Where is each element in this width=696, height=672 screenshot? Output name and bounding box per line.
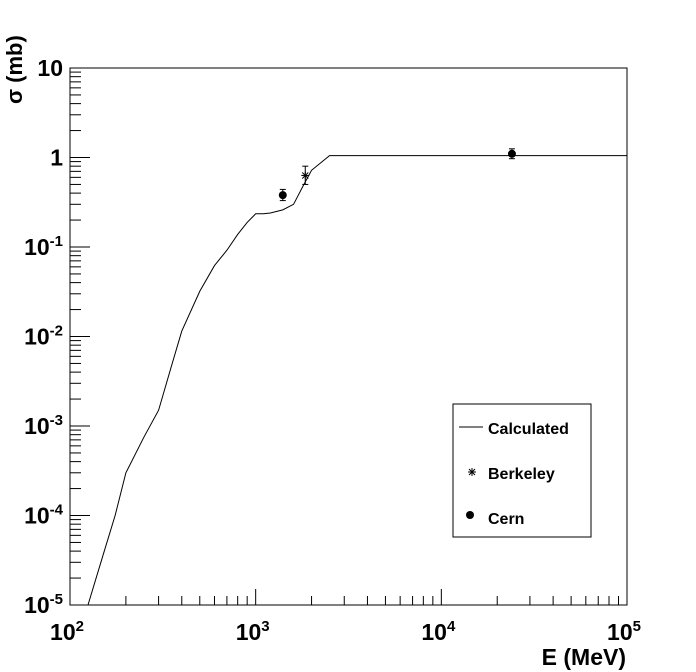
points-layer bbox=[278, 148, 516, 202]
calculated-series-line bbox=[87, 155, 627, 606]
y-minor-ticks bbox=[70, 67, 90, 606]
y-tick-labels: 10-5 10-4 10-3 10-2 10-1 1 10 bbox=[24, 55, 64, 618]
y-tick-label: 10-5 bbox=[24, 591, 63, 618]
y-tick-label: 10-2 bbox=[24, 323, 63, 350]
y-tick-label: 10-3 bbox=[24, 412, 63, 439]
legend-berkeley-asterisk-icon bbox=[468, 468, 476, 476]
berkeley-point bbox=[301, 171, 310, 180]
x-tick-label: 105 bbox=[607, 618, 641, 645]
legend-cern-label: Cern bbox=[488, 511, 524, 528]
cern-point bbox=[278, 191, 287, 200]
y-tick-label: 10-4 bbox=[24, 502, 64, 529]
x-tick-labels: 102 103 104 105 bbox=[50, 618, 641, 645]
series-layer bbox=[87, 155, 627, 606]
legend-box bbox=[452, 403, 592, 538]
legend: Calculated Berkeley Cern bbox=[452, 403, 592, 538]
legend-berkeley-label: Berkeley bbox=[488, 466, 555, 483]
y-tick-label: 10 bbox=[37, 55, 63, 81]
x-tick-label: 102 bbox=[50, 618, 84, 645]
y-tick-label: 1 bbox=[50, 145, 63, 171]
legend-calculated-label: Calculated bbox=[488, 421, 569, 438]
y-axis-label: σ (mb) bbox=[2, 35, 27, 104]
x-tick-label: 103 bbox=[236, 618, 270, 645]
x-tick-label: 104 bbox=[421, 618, 456, 645]
legend-cern-circle-icon bbox=[466, 511, 474, 519]
x-minor-ticks bbox=[69, 589, 628, 605]
cern-point bbox=[507, 149, 516, 158]
y-tick-label: 10-1 bbox=[24, 233, 63, 260]
x-axis-label: E (MeV) bbox=[542, 644, 626, 670]
